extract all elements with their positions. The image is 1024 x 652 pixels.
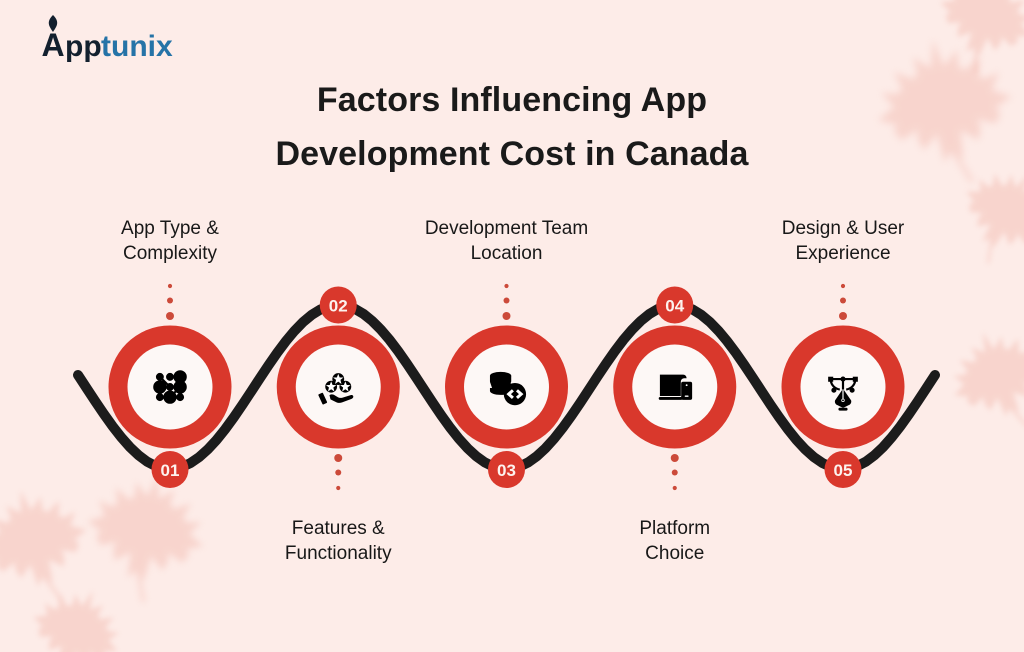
svg-text:01: 01 xyxy=(161,461,180,480)
svg-text:03: 03 xyxy=(497,461,516,480)
svg-text:04: 04 xyxy=(665,297,684,316)
svg-text:05: 05 xyxy=(834,461,853,480)
svg-text:02: 02 xyxy=(329,297,348,316)
